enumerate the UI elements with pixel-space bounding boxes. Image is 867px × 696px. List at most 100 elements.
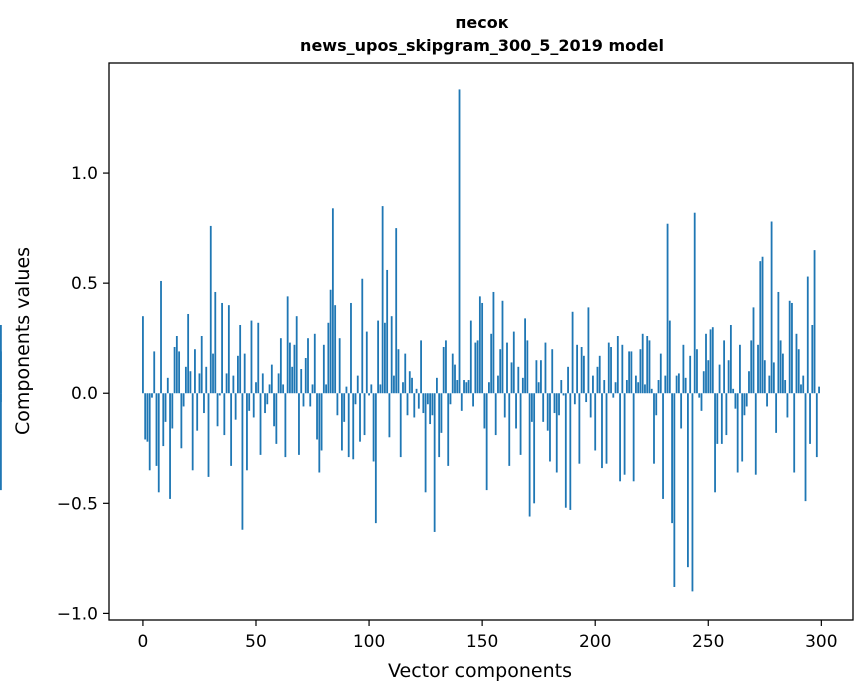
bar — [463, 380, 465, 394]
bar — [698, 393, 701, 398]
bar — [488, 382, 490, 394]
bar — [388, 393, 391, 438]
bar — [671, 393, 673, 524]
bar — [576, 344, 579, 394]
bar — [397, 349, 400, 394]
chart-subtitle: news_upos_skipgram_300_5_2019 model — [300, 36, 664, 55]
bar — [533, 393, 536, 504]
bar — [0, 351, 2, 394]
bar — [309, 393, 312, 407]
bar — [474, 342, 477, 394]
bar — [160, 280, 162, 394]
bar — [295, 316, 298, 394]
bar — [616, 336, 619, 394]
bar — [259, 393, 262, 455]
bar — [657, 380, 660, 394]
bar — [757, 344, 759, 394]
bar — [680, 393, 683, 429]
bar — [795, 333, 798, 394]
bar — [246, 393, 248, 471]
bar — [709, 329, 712, 394]
bar — [341, 393, 343, 451]
bar — [689, 355, 692, 394]
bar — [178, 351, 181, 394]
bar — [702, 371, 705, 394]
bar — [467, 380, 470, 394]
bar — [230, 393, 233, 466]
bar — [234, 393, 237, 420]
bar — [630, 351, 633, 394]
bar — [255, 382, 257, 394]
bar — [741, 393, 744, 462]
bar — [813, 250, 816, 394]
bar — [356, 375, 359, 394]
bar — [209, 225, 212, 394]
bar — [696, 349, 698, 394]
bar — [298, 393, 300, 455]
bar — [727, 360, 730, 394]
bar — [567, 366, 569, 394]
bar — [408, 371, 411, 394]
y-tick-label: 1.0 — [71, 164, 98, 184]
bar — [191, 393, 194, 471]
bar — [472, 393, 474, 407]
bar — [515, 393, 517, 429]
bar — [381, 206, 384, 394]
bar — [227, 305, 230, 394]
bar — [673, 393, 676, 587]
bar — [180, 393, 183, 449]
bar — [601, 393, 603, 469]
bar — [544, 342, 547, 394]
bar — [734, 393, 737, 409]
bar — [184, 366, 187, 394]
bar — [155, 393, 158, 466]
bar — [261, 373, 264, 394]
bar — [460, 393, 463, 411]
bar — [445, 340, 447, 394]
bar — [151, 393, 153, 398]
bar — [207, 393, 210, 477]
bar — [331, 208, 334, 394]
bar — [546, 393, 549, 431]
bar — [440, 393, 443, 433]
bar — [641, 333, 644, 394]
bar — [264, 393, 266, 414]
x-tick-label: 100 — [353, 632, 385, 652]
bar — [485, 393, 488, 491]
bar — [537, 382, 540, 394]
bar — [793, 393, 796, 473]
bar — [668, 320, 671, 394]
bar — [510, 362, 513, 394]
bar — [605, 393, 608, 464]
bar — [621, 344, 624, 394]
bar — [632, 393, 635, 482]
bar — [772, 362, 775, 394]
x-tick-label: 50 — [245, 632, 267, 652]
bar — [775, 393, 778, 433]
bar — [291, 366, 294, 394]
bar — [429, 393, 432, 425]
bar — [490, 333, 493, 394]
bar — [573, 393, 576, 405]
bar — [648, 340, 651, 394]
bar — [268, 384, 271, 394]
bar — [169, 393, 171, 499]
bar — [198, 373, 201, 394]
bar — [594, 393, 597, 451]
bar — [343, 393, 346, 422]
bar — [748, 371, 750, 394]
bar — [553, 393, 556, 414]
bar — [402, 382, 404, 394]
bar — [492, 291, 495, 394]
bar — [241, 393, 244, 530]
bar — [644, 384, 646, 394]
bar — [761, 256, 764, 394]
bar — [768, 375, 771, 394]
bar — [142, 316, 144, 394]
bar — [422, 393, 425, 414]
bar — [162, 393, 165, 447]
bar — [512, 331, 515, 394]
bar — [449, 393, 452, 405]
bar — [625, 380, 628, 394]
